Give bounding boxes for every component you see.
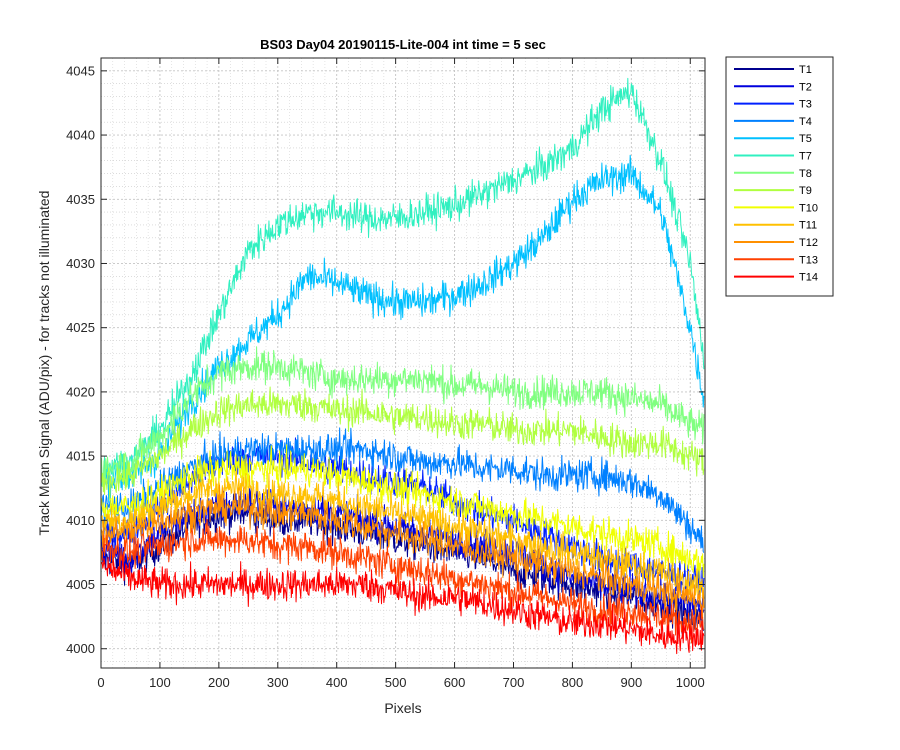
y-tick-label: 4010 bbox=[66, 513, 95, 528]
x-axis: 0 100 200 300 400 500 600 700 800 900 1000 bbox=[97, 58, 705, 690]
y-axis: 4000 4005 4010 4015 4020 4025 4030 4035 4040 4045 bbox=[66, 63, 705, 656]
x-tick-label: 100 bbox=[149, 675, 171, 690]
legend-label-t2: T2 bbox=[799, 81, 812, 93]
legend-label-t1: T1 bbox=[799, 64, 812, 76]
y-tick-label: 4025 bbox=[66, 320, 95, 335]
x-tick-label: 800 bbox=[562, 675, 584, 690]
x-tick-label: 600 bbox=[444, 675, 466, 690]
y-tick-label: 4040 bbox=[66, 128, 95, 143]
series-line-t4 bbox=[101, 427, 705, 553]
series-line-t10 bbox=[101, 444, 705, 579]
legend-label-t4: T4 bbox=[799, 116, 812, 128]
series-line-t13 bbox=[101, 518, 705, 644]
x-tick-label: 300 bbox=[267, 675, 289, 690]
x-tick-label: 0 bbox=[97, 675, 104, 690]
plot-area bbox=[101, 58, 705, 668]
y-tick-label: 4020 bbox=[66, 384, 95, 399]
series-line-t2 bbox=[101, 485, 705, 621]
x-tick-label: 700 bbox=[503, 675, 525, 690]
legend-label-t3: T3 bbox=[799, 99, 812, 111]
legend-label-t11: T11 bbox=[799, 220, 817, 232]
series-line-t9 bbox=[101, 386, 705, 501]
legend-label-t10: T10 bbox=[799, 202, 818, 214]
series-line-t8 bbox=[101, 346, 705, 487]
y-tick-label: 4015 bbox=[66, 449, 95, 464]
legend-label-t9: T9 bbox=[799, 185, 812, 197]
legend-label-t13: T13 bbox=[799, 254, 818, 266]
plot-frame bbox=[100, 57, 706, 669]
series-line-t12 bbox=[101, 484, 705, 619]
y-tick-label: 4005 bbox=[66, 577, 95, 592]
legend-label-t12: T12 bbox=[799, 237, 818, 249]
series-line-t14 bbox=[101, 554, 705, 655]
x-tick-label: 900 bbox=[620, 675, 642, 690]
x-tick-label: 500 bbox=[385, 675, 407, 690]
x-tick-label: 200 bbox=[208, 675, 230, 690]
y-tick-label: 4045 bbox=[66, 63, 95, 78]
x-axis-label: Pixels bbox=[384, 700, 421, 716]
legend-label-t8: T8 bbox=[799, 168, 812, 180]
chart-title: BS03 Day04 20190115-Lite-004 int time = … bbox=[260, 37, 546, 52]
series-line-t7 bbox=[101, 77, 705, 486]
legend-label-t5: T5 bbox=[799, 133, 812, 145]
y-axis-label: Track Mean Signal (ADU/pix) - for tracks… bbox=[36, 191, 52, 536]
y-tick-label: 4000 bbox=[66, 641, 95, 656]
y-tick-label: 4030 bbox=[66, 256, 95, 271]
legend-label-t7: T7 bbox=[799, 151, 812, 163]
series-layer bbox=[101, 77, 705, 655]
legend: T1 T2 T3 T4 T5 T7 T8 T9 T10 T11 T12 T13 T14 bbox=[725, 56, 834, 297]
series-line-t5 bbox=[101, 154, 705, 503]
x-tick-label: 1000 bbox=[676, 675, 705, 690]
legend-box bbox=[725, 56, 834, 297]
legend-label-t14: T14 bbox=[799, 272, 818, 284]
x-tick-label: 400 bbox=[326, 675, 348, 690]
y-tick-label: 4035 bbox=[66, 192, 95, 207]
